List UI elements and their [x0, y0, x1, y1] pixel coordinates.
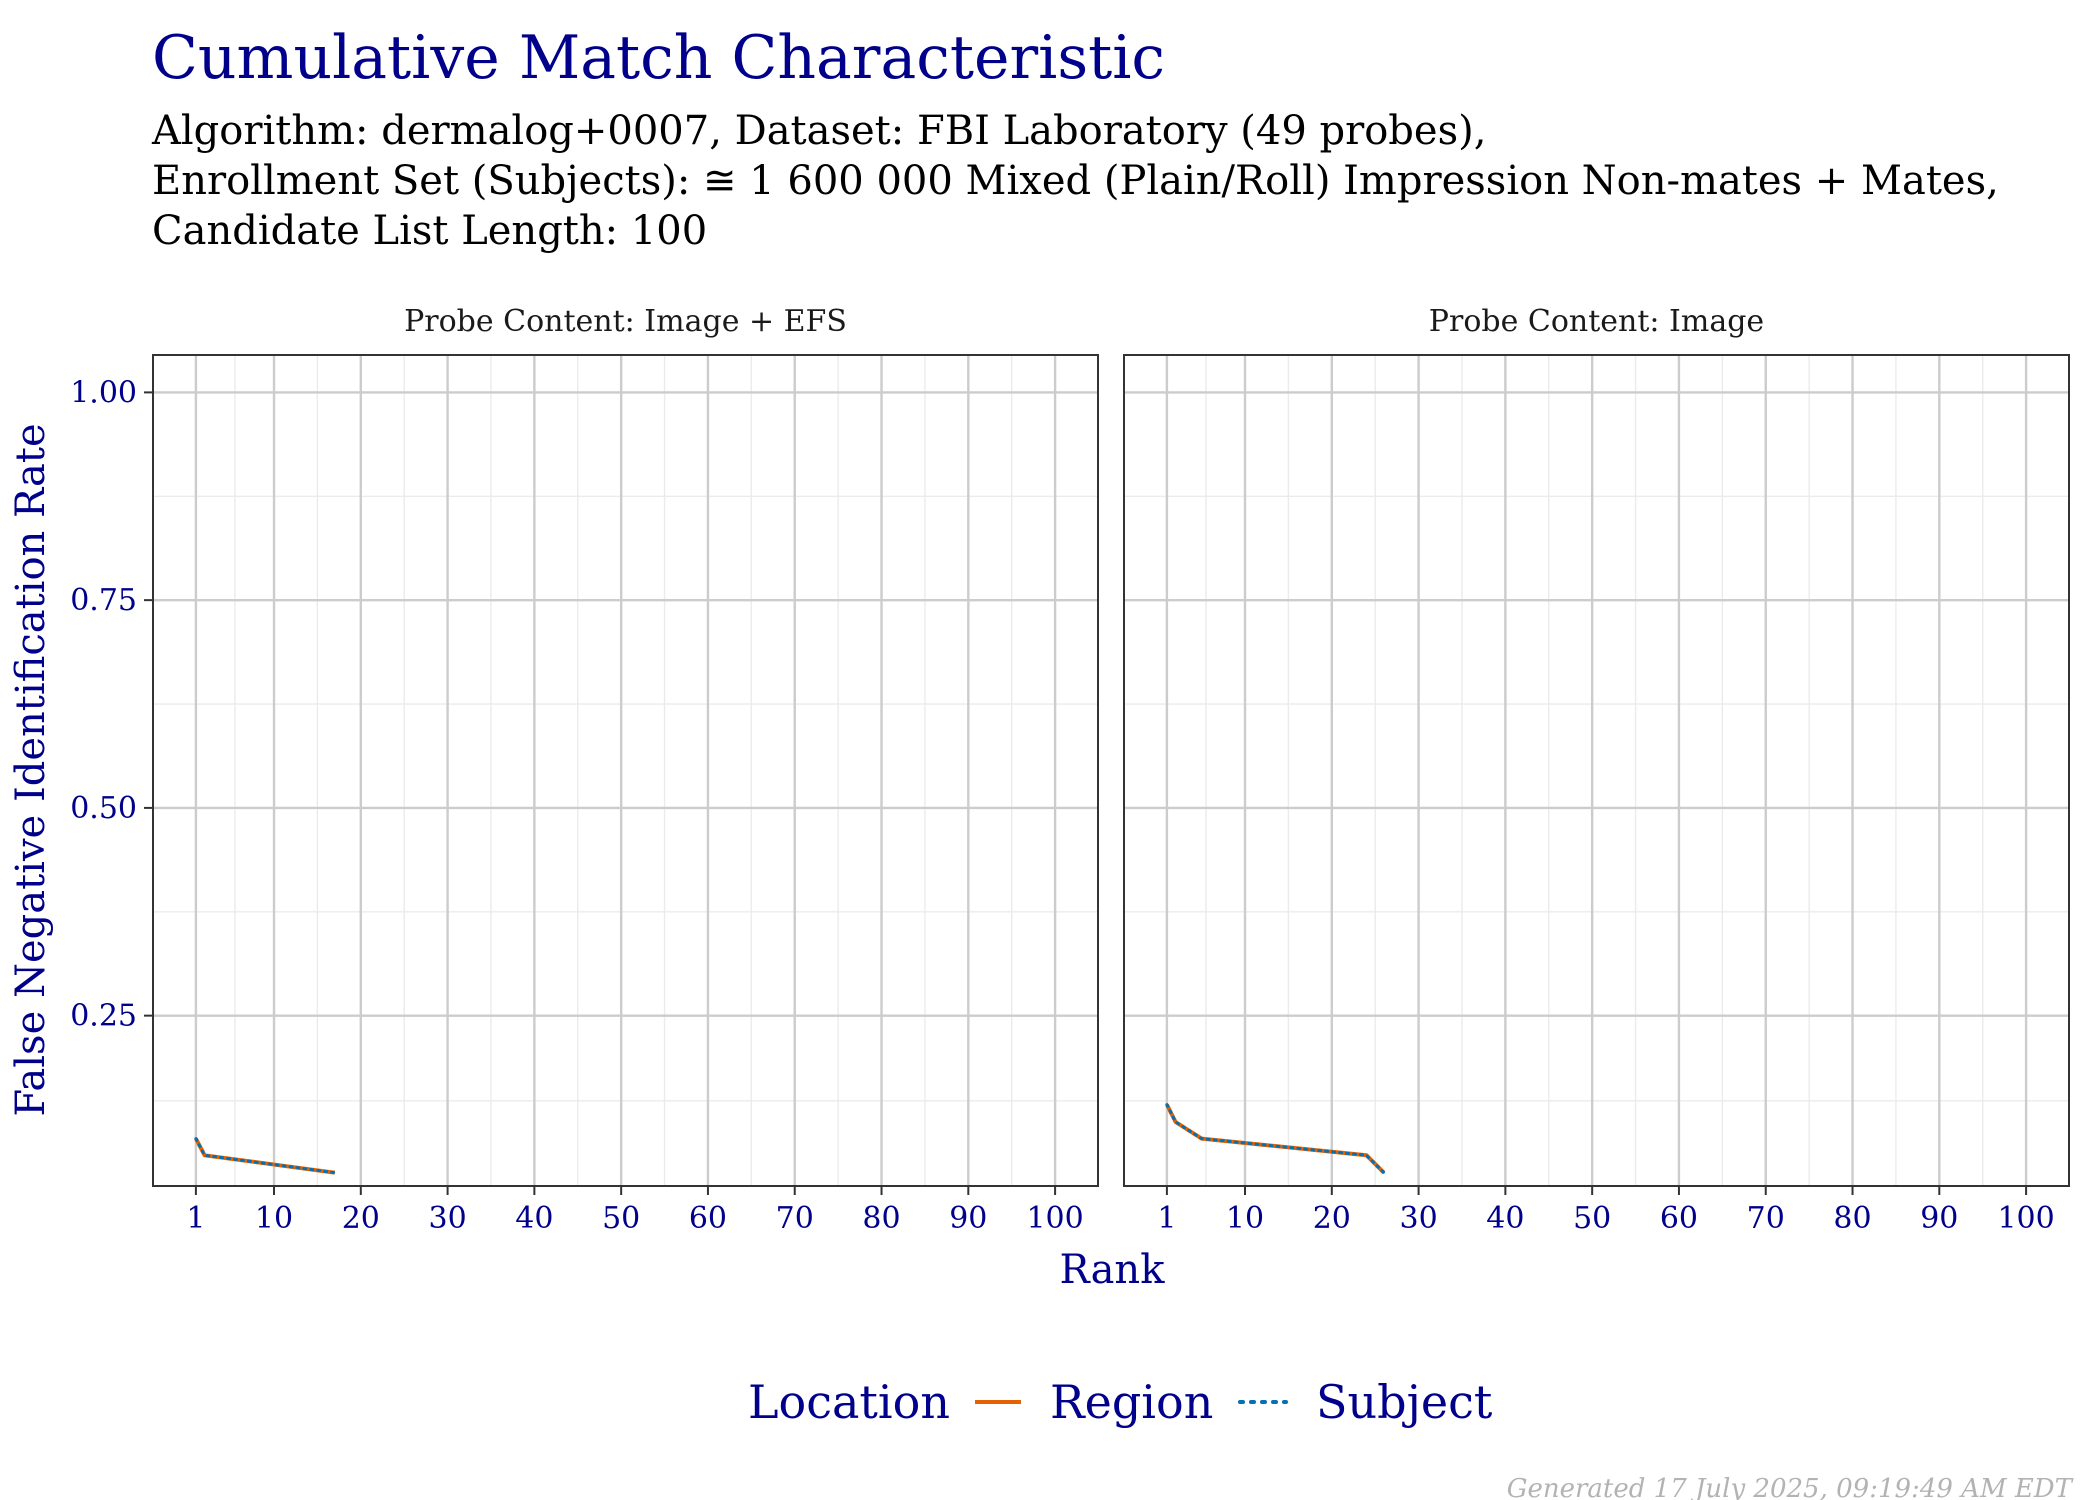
x-tick-label: 90 [1920, 1201, 1958, 1236]
subtitle-line-2: Enrollment Set (Subjects): ≅ 1 600 000 M… [152, 158, 1999, 204]
x-tick-label: 70 [776, 1201, 814, 1236]
panel-border [1123, 354, 2070, 1187]
x-tick-label: 10 [1226, 1201, 1264, 1236]
generated-timestamp: Generated 17 July 2025, 09:19:49 AM EDT [1507, 1474, 2074, 1500]
x-tick-label: 20 [1313, 1201, 1351, 1236]
series-line-subject [194, 1137, 337, 1175]
x-tick-label: 1 [1157, 1201, 1176, 1236]
x-tick-label: 80 [862, 1201, 900, 1236]
x-tick-label: 70 [1747, 1201, 1785, 1236]
x-tick-label: 30 [1399, 1201, 1437, 1236]
panel-2-label: Probe Content: Image [1429, 304, 1764, 339]
x-tick-label: 50 [602, 1201, 640, 1236]
x-tick-label: 10 [255, 1201, 293, 1236]
legend: Location Region Subject [748, 1375, 1493, 1429]
series-line-region [194, 1137, 336, 1175]
series-line-subject [1165, 1103, 1386, 1175]
x-tick-label: 90 [949, 1201, 987, 1236]
facet-panels: Probe Content: Image + EFS 1 10 20 30 40 50 60 7… [70, 304, 2070, 1236]
y-axis-title: False Negative Identification Rate [8, 423, 54, 1116]
panel-1-label: Probe Content: Image + EFS [404, 304, 847, 339]
y-tick-label: 1.00 [70, 375, 137, 410]
y-tick-label: 0.25 [70, 999, 137, 1034]
panel-2: Probe Content: Image 1 10 20 30 40 50 60 70 80 90 1… [1123, 304, 2070, 1236]
legend-label-region: Region [1050, 1375, 1213, 1429]
x-tick-label: 30 [428, 1201, 466, 1236]
x-tick-label: 100 [1997, 1201, 2054, 1236]
x-tick-label: 60 [689, 1201, 727, 1236]
x-tick-label: 80 [1833, 1201, 1871, 1236]
x-tick-label: 20 [342, 1201, 380, 1236]
legend-title: Location [748, 1375, 950, 1429]
subtitle-line-1: Algorithm: dermalog+0007, Dataset: FBI L… [151, 108, 1486, 154]
x-tick-label: 100 [1026, 1201, 1083, 1236]
subtitle-line-3: Candidate List Length: 100 [152, 208, 707, 254]
x-tick-label: 40 [515, 1201, 553, 1236]
panel-border [152, 354, 1099, 1187]
x-axis-title: Rank [1060, 1247, 1166, 1293]
x-tick-label: 60 [1660, 1201, 1698, 1236]
y-tick-label: 0.50 [70, 791, 137, 826]
legend-label-subject: Subject [1316, 1375, 1493, 1429]
chart-title: Cumulative Match Characteristic [152, 23, 1165, 93]
y-tick-label: 0.75 [70, 583, 137, 618]
x-tick-label: 50 [1573, 1201, 1611, 1236]
x-tick-label: 1 [186, 1201, 205, 1236]
x-tick-label: 40 [1486, 1201, 1524, 1236]
panel-1: Probe Content: Image + EFS 1 10 20 30 40 50 60 7… [70, 304, 1099, 1236]
